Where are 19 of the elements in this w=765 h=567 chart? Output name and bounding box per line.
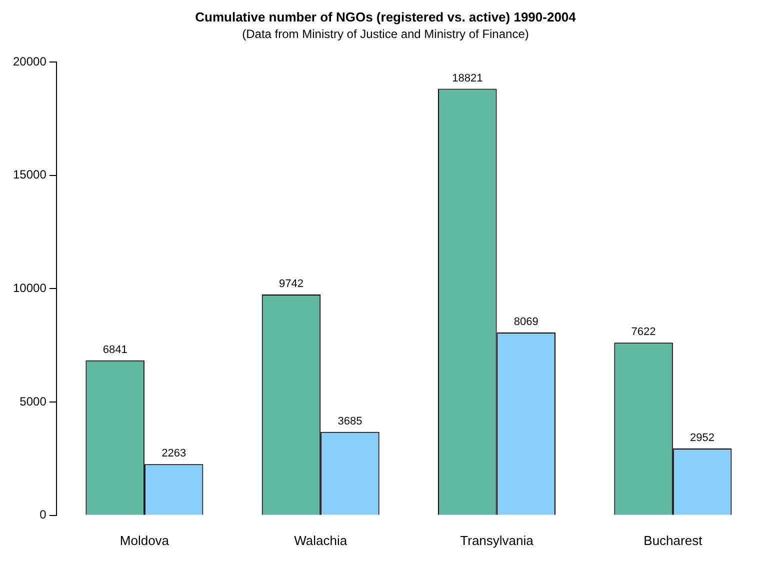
data-label: 8069 xyxy=(514,316,538,328)
y-tick-label: 10000 xyxy=(12,281,47,296)
data-label: 2263 xyxy=(162,448,186,460)
chart-subtitle: (Data from Ministry of Justice and Ministry of Finance) xyxy=(242,27,529,42)
x-tick-label: Transylvania xyxy=(460,532,534,548)
data-label: 2952 xyxy=(690,432,715,444)
x-tick-label: Moldova xyxy=(120,532,170,548)
y-tick-label: 15000 xyxy=(12,168,47,182)
data-label: 3685 xyxy=(338,415,362,428)
data-label: 18821 xyxy=(452,72,483,84)
y-tick-label: 0 xyxy=(40,508,47,522)
data-label: 9742 xyxy=(278,278,304,290)
chart-title: Cumulative number of NGOs (registered vs. active) 1990-2004 xyxy=(195,9,577,24)
y-tick-label: 20000 xyxy=(12,54,47,68)
data-label: 7622 xyxy=(631,326,656,338)
x-tick-label: Bucharest xyxy=(644,532,703,548)
x-tick-label: Walachia xyxy=(294,532,348,548)
data-label: 6841 xyxy=(102,344,128,356)
y-tick-label: 5000 xyxy=(20,394,47,408)
